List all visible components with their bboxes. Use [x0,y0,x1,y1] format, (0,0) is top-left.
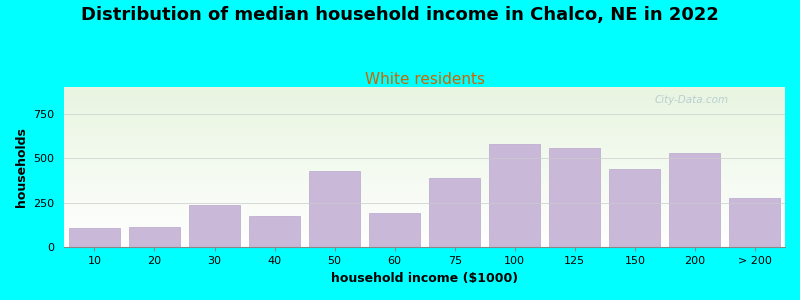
Bar [69,228,120,247]
Bar [369,213,420,248]
Bar [730,197,781,248]
Text: Distribution of median household income in Chalco, NE in 2022: Distribution of median household income … [81,6,719,24]
Bar [490,144,540,248]
Bar [670,153,721,248]
Bar [129,227,180,248]
Text: City-Data.com: City-Data.com [654,95,728,105]
X-axis label: household income ($1000): household income ($1000) [331,272,518,285]
Bar [430,178,480,247]
Bar [189,205,240,248]
Bar [249,216,300,247]
Title: White residents: White residents [365,72,485,87]
Bar [309,171,360,248]
Y-axis label: households: households [15,127,28,207]
Bar [550,148,600,248]
Bar [610,169,660,248]
